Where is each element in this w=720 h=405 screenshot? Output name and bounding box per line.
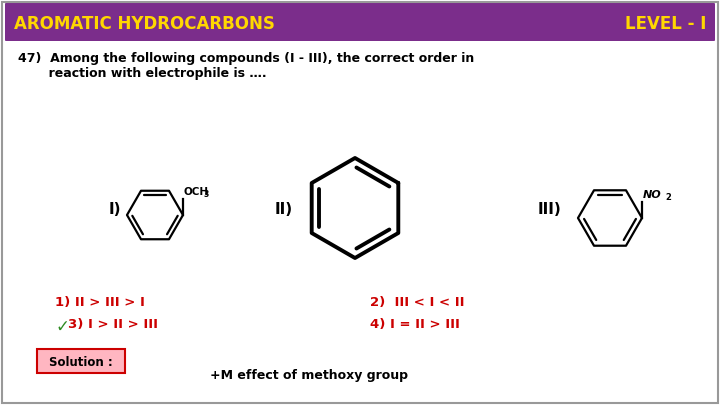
Text: 47)  Among the following compounds (I - III), the correct order in: 47) Among the following compounds (I - I… [18, 52, 474, 65]
Text: NO: NO [643, 190, 662, 200]
FancyBboxPatch shape [37, 349, 125, 373]
Text: +M effect of methoxy group: +M effect of methoxy group [210, 369, 408, 382]
Text: Solution :: Solution : [49, 356, 113, 369]
Text: ✓: ✓ [55, 318, 69, 336]
Text: OCH: OCH [184, 187, 209, 197]
Text: 1) II > III > I: 1) II > III > I [55, 296, 145, 309]
Text: 3: 3 [204, 190, 210, 199]
Text: AROMATIC HYDROCARBONS: AROMATIC HYDROCARBONS [14, 15, 275, 33]
Text: II): II) [275, 202, 293, 217]
Text: 2)  III < I < II: 2) III < I < II [370, 296, 464, 309]
Text: III): III) [538, 202, 562, 217]
FancyBboxPatch shape [5, 3, 715, 41]
Text: reaction with electrophile is ….: reaction with electrophile is …. [18, 67, 266, 80]
Text: LEVEL - I: LEVEL - I [625, 15, 706, 33]
Text: 4) I = II > III: 4) I = II > III [370, 318, 460, 331]
Text: I): I) [109, 202, 122, 217]
Text: 3) I > II > III: 3) I > II > III [68, 318, 158, 331]
Text: 2: 2 [665, 193, 671, 202]
